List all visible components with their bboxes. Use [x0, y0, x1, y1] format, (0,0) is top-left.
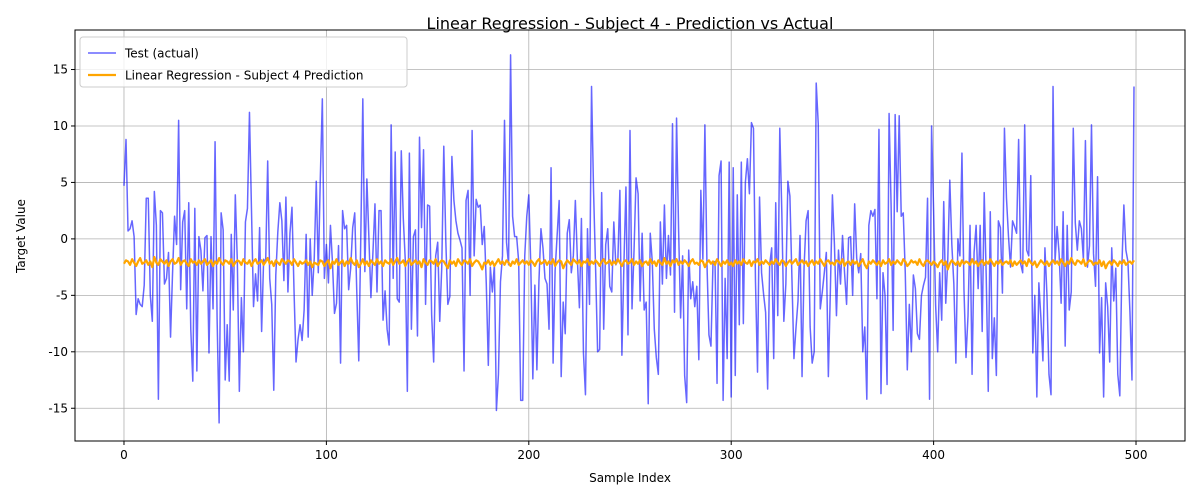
y-tick-label: 5 [60, 175, 68, 189]
x-tick-label: 0 [120, 448, 128, 462]
x-axis-label: Sample Index [589, 471, 671, 485]
chart-title: Linear Regression - Subject 4 - Predicti… [427, 14, 834, 33]
y-tick-label: 15 [53, 63, 68, 77]
y-tick-label: 0 [60, 232, 68, 246]
x-tick-label: 100 [315, 448, 338, 462]
plot-frame [74, 29, 1186, 442]
y-tick-label: -10 [48, 345, 68, 359]
legend-label: Test (actual) [124, 47, 199, 61]
y-tick-label: -15 [48, 401, 68, 415]
legend-box [79, 36, 408, 88]
x-tick-label: 300 [720, 448, 743, 462]
series-line [123, 54, 1135, 424]
x-tick-label: 200 [517, 448, 540, 462]
y-tick-label: 10 [53, 119, 68, 133]
x-tick-label: 400 [922, 448, 945, 462]
legend: Test (actual) Linear Regression - Subject… [79, 36, 408, 88]
y-tick-label: -5 [56, 288, 68, 302]
legend-label: Linear Regression - Subject 4 Prediction [125, 69, 363, 83]
y-axis-label: Target Value [14, 199, 28, 274]
x-tick-label: 500 [1125, 448, 1148, 462]
series-line [123, 255, 1135, 271]
